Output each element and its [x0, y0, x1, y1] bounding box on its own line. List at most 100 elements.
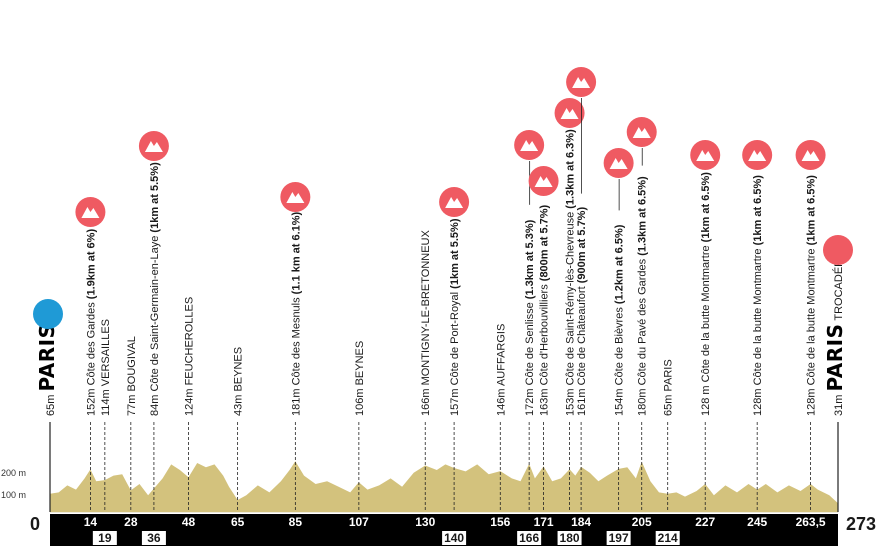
km-marker-bottom: 36	[147, 531, 161, 545]
km-marker-top: 14	[84, 515, 98, 529]
km-marker-top: 227	[695, 515, 715, 529]
climb-detail: (800m at 5.7%)	[539, 204, 551, 281]
mountain-icon	[138, 131, 169, 161]
waypoint-name: AUFFARGIS	[495, 324, 507, 386]
waypoint-altitude: 65m	[663, 392, 675, 416]
waypoint-label: 146m AUFFARGIS	[495, 324, 507, 416]
waypoint-10: 157m Côte de Port-Royal (1km at 5.5%)	[439, 187, 470, 512]
km-marker-bottom-bg	[557, 531, 582, 545]
waypoint-name: Côte de Port-Royal	[449, 289, 461, 386]
km-marker-top: 263,5	[796, 515, 826, 529]
waypoint-label: 43m BEYNES	[233, 347, 245, 416]
waypoint-name: Côte de Saint-Rémy-lès-Chevreuse	[565, 209, 577, 386]
km-marker-bottom-bg	[655, 531, 680, 545]
waypoint-altitude: 161m	[576, 385, 588, 416]
mountain-icon	[528, 166, 559, 196]
waypoint-altitude: 77m	[126, 392, 138, 416]
mountain-icon	[514, 130, 545, 160]
altitude-label-100: 100 m	[1, 490, 26, 500]
mountain-icon	[690, 140, 721, 170]
waypoint-0: 65m PARIS	[33, 299, 63, 512]
km-marker-bottom: 19	[98, 531, 112, 545]
climb-detail: (1.2km at 6.5%)	[614, 224, 626, 304]
climb-detail: (1.3km at 6.5%)	[637, 176, 649, 256]
waypoint-20: 128m Côte de la butte Montmartre (1km at…	[742, 140, 773, 512]
waypoint-altitude: 65m	[45, 392, 57, 416]
km-marker-bottom-bg	[517, 531, 542, 545]
km-marker-top: 171	[534, 515, 554, 529]
km-marker-top: 205	[632, 515, 652, 529]
mountain-icon	[566, 67, 597, 97]
waypoint-3: 77m BOUGIVAL	[126, 336, 138, 512]
waypoint-altitude: 31m	[833, 392, 845, 416]
waypoint-altitude: 152m	[85, 385, 97, 416]
waypoint-16: 154m Côte de Bièvres (1.2km at 6.5%)	[603, 148, 634, 512]
waypoint-name: Côte de la butte Montmartre	[700, 242, 712, 382]
waypoint-name: Côte de Saint-Germain-en-Laye	[149, 233, 161, 392]
climb-detail: (1.1 km at 6.1%)	[290, 211, 302, 294]
km-marker-bottom-bg	[92, 531, 117, 545]
km-marker-bottom: 166	[519, 531, 539, 545]
waypoint-name: Côte de la butte Montmartre	[806, 245, 818, 385]
start-marker	[33, 299, 63, 329]
waypoint-altitude: 128m	[752, 385, 764, 416]
mountain-icon	[626, 117, 657, 147]
km-marker-bottom-bg	[606, 531, 631, 545]
climb-detail: (1km at 6.5%)	[700, 172, 712, 243]
climb-detail: (900m at 5.7%)	[576, 207, 588, 284]
mountain-icon	[795, 140, 826, 170]
waypoint-7: 181m Côte des Mesnuls (1.1 km at 6.1%)	[280, 182, 311, 512]
waypoint-label: 181m Côte des Mesnuls (1.1 km at 6.1%)	[290, 211, 302, 416]
km-marker-top: 85	[289, 515, 303, 529]
waypoint-name: VERSAILLES	[100, 319, 112, 386]
waypoint-altitude: 157m	[449, 385, 461, 416]
km-marker-top: 245	[747, 515, 767, 529]
waypoint-name: BOUGIVAL	[126, 336, 138, 391]
mountain-icon	[75, 197, 106, 227]
waypoint-name: PARIS	[663, 359, 675, 391]
waypoint-label: 180m Côte du Pavé des Gardes (1.3km at 6…	[637, 176, 649, 416]
km-marker-bottom-bg	[141, 531, 166, 545]
waypoint-label: 166m MONTIGNY-LE-BRETONNEUX	[420, 230, 432, 416]
altitude-axis: 200 m 100 m	[1, 468, 26, 500]
mountain-icon	[603, 148, 634, 178]
waypoint-name: Côte d'Herbouvilliers	[539, 281, 551, 385]
waypoint-name: Côte des Mesnuls	[290, 294, 302, 385]
waypoint-altitude: 128m	[806, 385, 818, 416]
waypoint-11: 146m AUFFARGIS	[495, 324, 507, 512]
waypoint-12: 172m Côte de Senlisse (1.3km at 5.3%)	[514, 130, 545, 512]
finish-marker	[823, 235, 853, 265]
waypoint-5: 124m FEUCHEROLLES	[184, 297, 196, 512]
waypoint-13: 163m Côte d'Herbouvilliers (800m at 5.7%…	[528, 166, 559, 512]
waypoint-altitude: 43m	[233, 392, 245, 416]
waypoint-17: 180m Côte du Pavé des Gardes (1.3km at 6…	[626, 117, 657, 512]
waypoint-name: MONTIGNY-LE-BRETONNEUX	[420, 230, 432, 386]
mountain-icon	[280, 182, 311, 212]
waypoint-21: 128m Côte de la butte Montmartre (1km at…	[795, 140, 826, 512]
km-marker-top: 48	[182, 515, 196, 529]
waypoint-label: 154m Côte de Bièvres (1.2km at 6.5%)	[614, 224, 626, 416]
climb-detail: (1.3km at 5.3%)	[524, 219, 536, 299]
waypoint-label: 128 m Côte de la butte Montmartre (1km a…	[700, 172, 712, 416]
waypoint-name: Côte du Pavé des Gardes	[637, 256, 649, 386]
waypoint-4: 84m Côte de Saint-Germain-en-Laye (1km a…	[138, 131, 169, 512]
mountain-icon	[742, 140, 773, 170]
waypoint-name: Côte des Gardes	[85, 299, 97, 385]
km-marker-top: 28	[124, 515, 138, 529]
waypoint-19: 128 m Côte de la butte Montmartre (1km a…	[690, 140, 721, 512]
waypoint-18: 65m PARIS	[663, 359, 675, 512]
km-marker-top: 107	[349, 515, 369, 529]
waypoint-label: 172m Côte de Senlisse (1.3km at 5.3%)	[524, 219, 536, 416]
climb-detail: (1.9km at 6%)	[85, 229, 97, 300]
waypoint-city-name: PARIS	[823, 323, 847, 391]
waypoint-label: 106m BEYNES	[354, 341, 366, 416]
waypoint-label: 152m Côte des Gardes (1.9km at 6%)	[85, 229, 97, 416]
elevation-profile	[50, 461, 838, 512]
km-marker-bottom-bg	[442, 531, 467, 545]
km-marker-bottom: 214	[658, 531, 678, 545]
end-km-label: 273	[846, 514, 876, 534]
waypoint-name: Côte de Bièvres	[614, 304, 626, 385]
waypoint-name: BEYNES	[354, 341, 366, 386]
waypoint-label: 124m FEUCHEROLLES	[184, 297, 196, 416]
waypoint-label: 114m VERSAILLES	[100, 319, 112, 416]
